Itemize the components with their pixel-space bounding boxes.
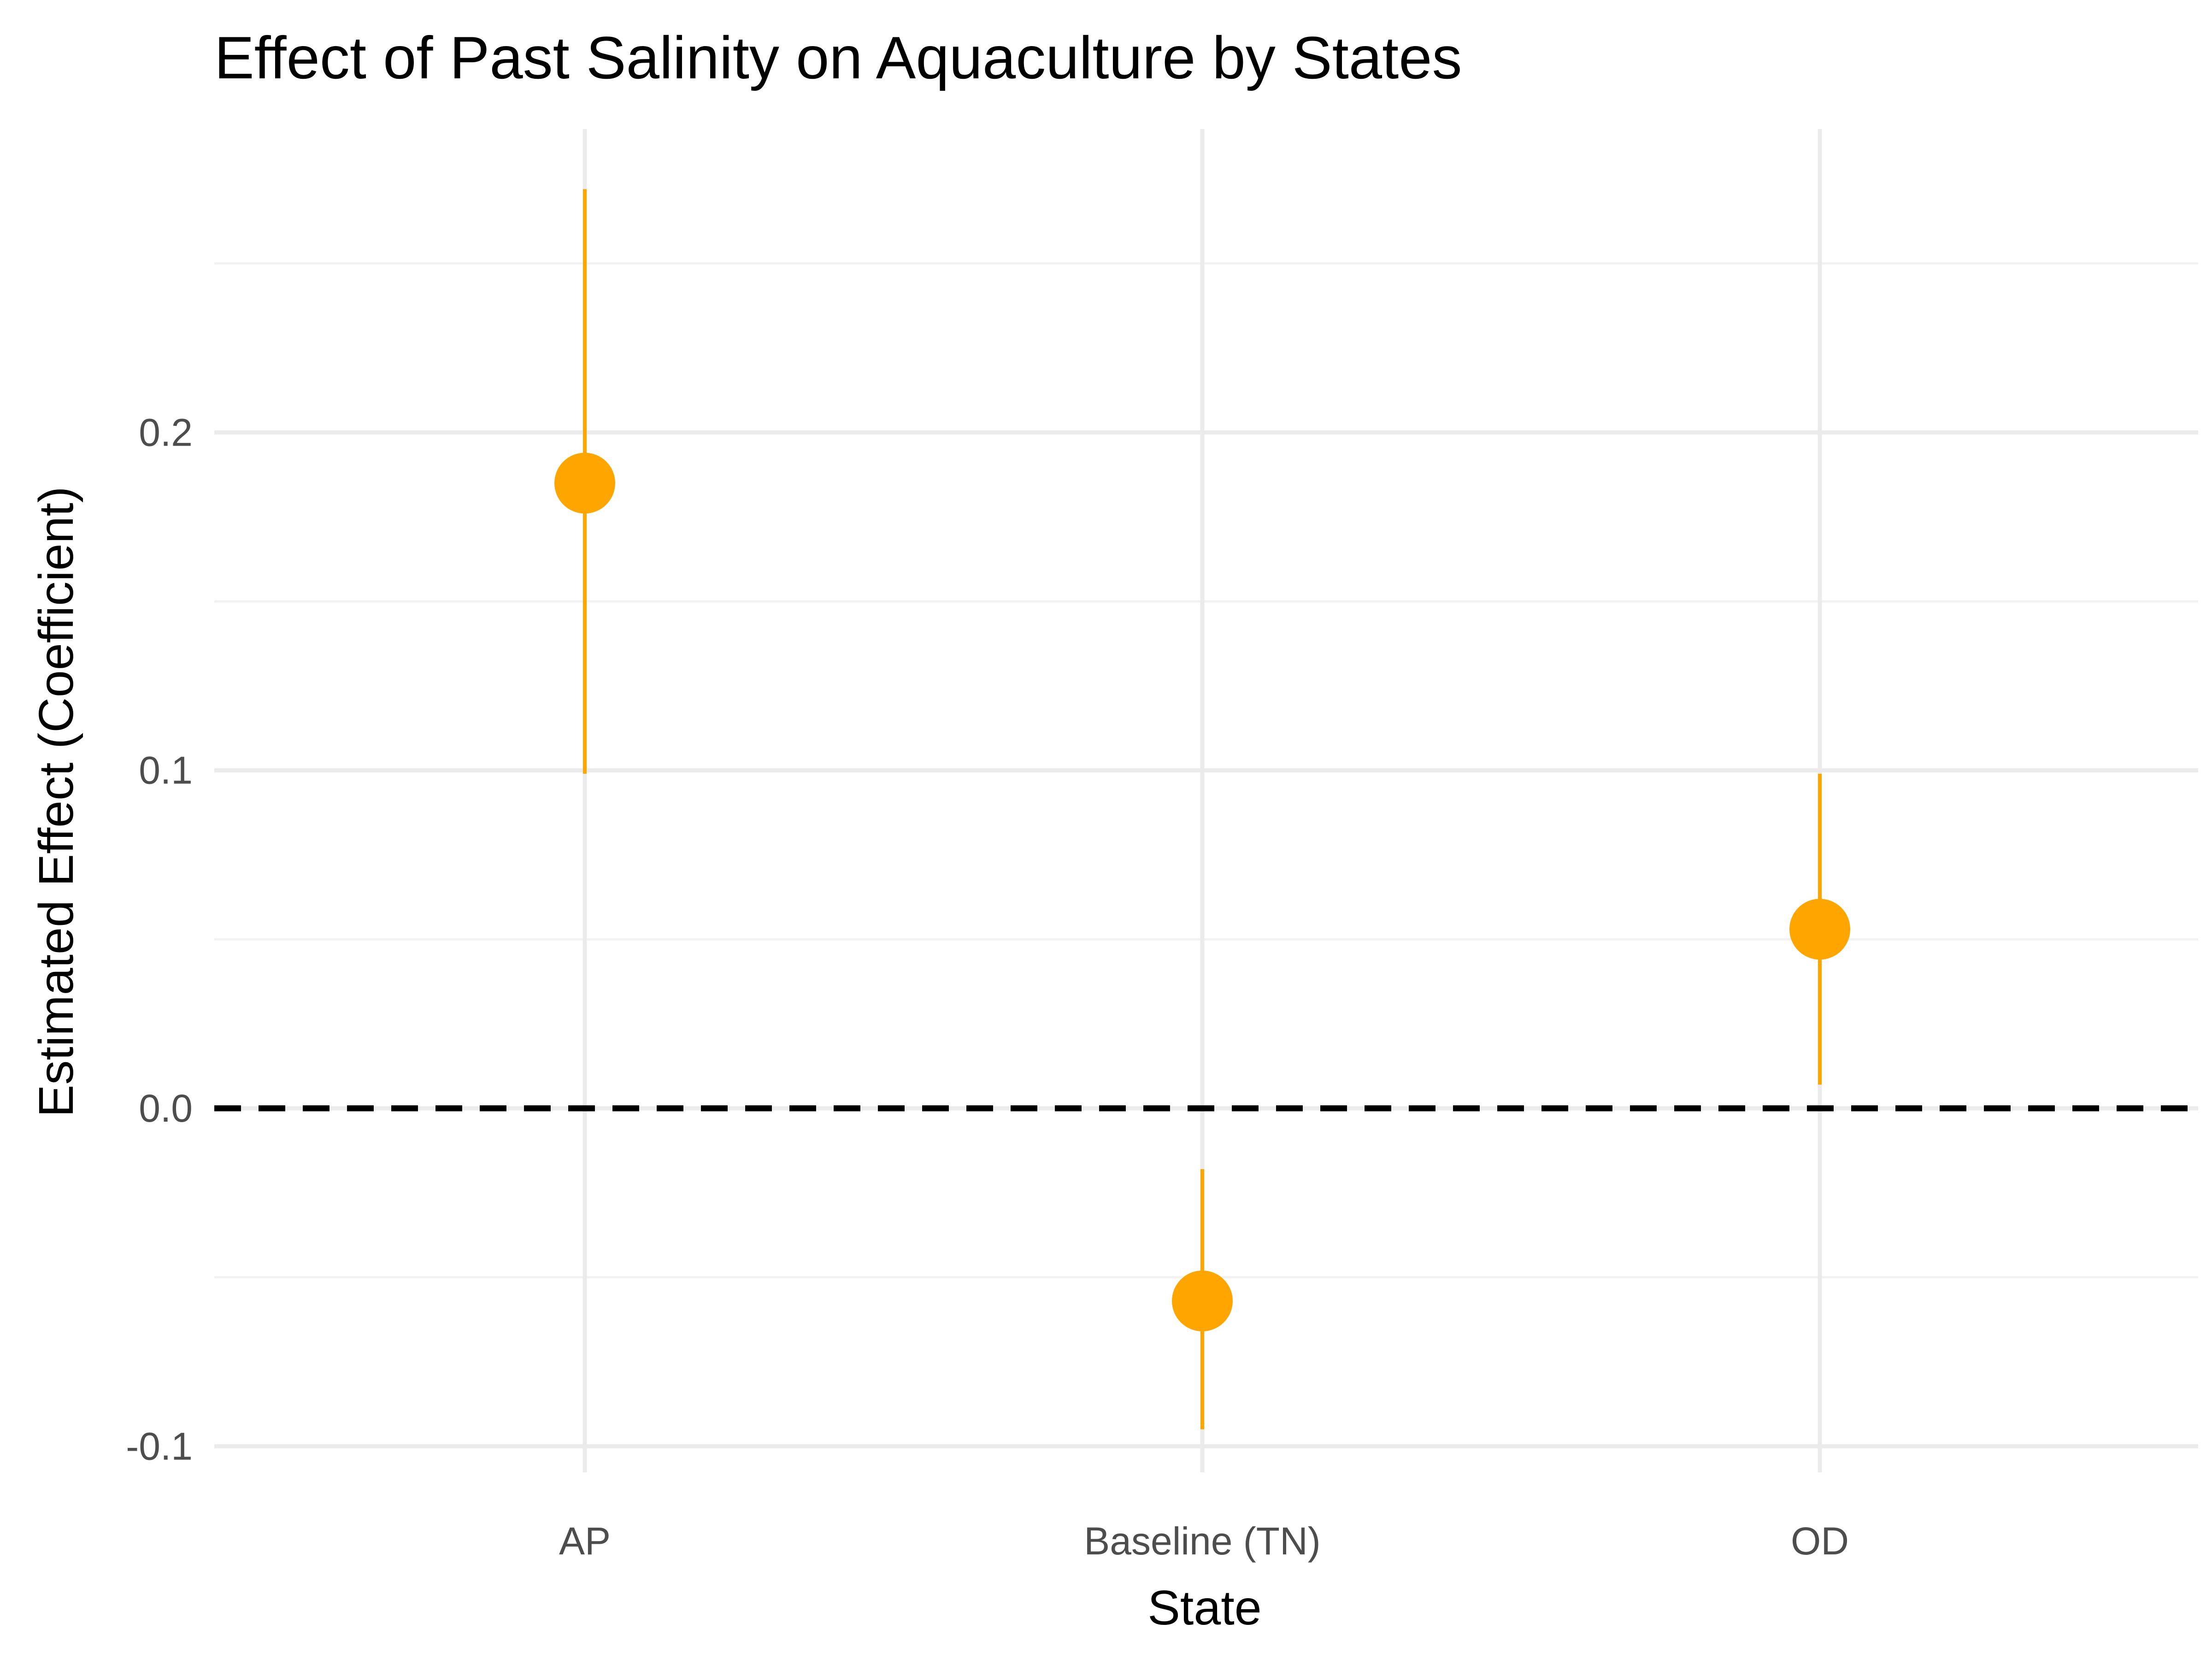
y-tick-label: -0.1 — [126, 1424, 193, 1468]
y-tick-label: 0.2 — [139, 411, 193, 454]
x-tick-labels: AP Baseline (TN) OD — [559, 1519, 1849, 1563]
y-tick-label: 0.1 — [139, 749, 193, 792]
x-tick-label: Baseline (TN) — [1084, 1519, 1320, 1563]
x-axis-title: State — [1147, 1581, 1262, 1635]
point-baseline-tn — [1172, 1271, 1233, 1331]
y-axis-title: Estimated Effect (Coefficient) — [29, 487, 83, 1118]
y-tick-label: 0.0 — [139, 1087, 193, 1130]
series — [554, 189, 1850, 1430]
x-tick-label: AP — [559, 1519, 611, 1563]
point-od — [1789, 899, 1850, 960]
chart-title: Effect of Past Salinity on Aquaculture b… — [214, 24, 1462, 91]
point-ap — [554, 453, 615, 514]
x-tick-label: OD — [1791, 1519, 1849, 1563]
y-tick-labels: -0.1 0.0 0.1 0.2 — [126, 411, 193, 1468]
